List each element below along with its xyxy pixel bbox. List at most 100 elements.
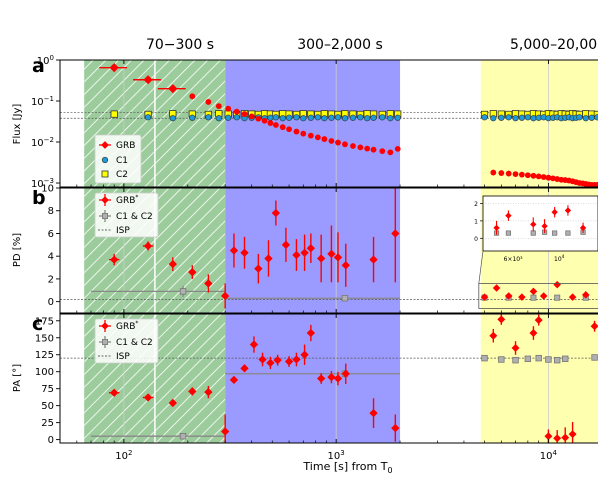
- band-yellow: [480, 60, 598, 443]
- grb-point: [529, 287, 538, 296]
- comp-point: [554, 294, 561, 301]
- c1-point: [505, 114, 512, 121]
- grb-point: [505, 170, 512, 177]
- grb-point: [333, 253, 343, 262]
- grb-point: [379, 148, 386, 155]
- panel-frame-a: [59, 59, 598, 188]
- grb-point: [335, 139, 341, 146]
- grb-point: [561, 433, 570, 442]
- grb-point: [221, 291, 230, 301]
- grb-point: [321, 136, 328, 142]
- grb-point: [512, 171, 519, 178]
- c1-point: [144, 114, 152, 121]
- grb-point: [391, 229, 400, 238]
- grb-point: [350, 143, 356, 149]
- inset-grb-point: [541, 222, 548, 230]
- ylabel-b: PD [%]: [12, 233, 23, 267]
- grb-point: [300, 130, 307, 137]
- c1-point: [588, 114, 595, 121]
- column-header-3: 5,000–20,00: [510, 37, 597, 53]
- c1-point: [334, 114, 342, 121]
- inset-x-tick-label: 104: [554, 254, 565, 263]
- inset-comp-point: [565, 230, 571, 236]
- c1-point: [300, 115, 307, 122]
- grb-point: [540, 174, 547, 180]
- inset-comp-point: [552, 230, 558, 236]
- grb-point: [535, 173, 542, 180]
- grb-point: [189, 93, 196, 100]
- inset-y-tick-label: 2: [474, 201, 478, 208]
- y-tick-label: 75: [41, 384, 54, 395]
- grb-point: [387, 149, 394, 156]
- grb-point: [364, 145, 371, 152]
- c1-point: [215, 115, 222, 122]
- c1-point: [279, 115, 286, 122]
- grb-point: [327, 372, 336, 382]
- comp-point: [498, 356, 505, 363]
- inset-frame: [482, 195, 598, 252]
- legend-label: GRB: [116, 141, 135, 151]
- panel-c-data: [91, 314, 598, 443]
- c1-point: [189, 114, 196, 121]
- legend-grb-marker: [101, 322, 109, 330]
- grb-point: [241, 111, 248, 117]
- panel-letter-c: c: [32, 313, 43, 335]
- grb-point: [341, 369, 350, 378]
- grb-point: [568, 293, 577, 301]
- inset-grb-point: [579, 224, 587, 232]
- c1-point: [233, 114, 240, 121]
- grb-point: [529, 329, 538, 337]
- grb-point: [204, 387, 213, 397]
- legend-comp-marker: [102, 338, 109, 345]
- c1-point: [328, 114, 335, 121]
- c1-point: [370, 114, 377, 121]
- grb-point: [293, 128, 300, 135]
- c1-point: [394, 114, 401, 121]
- c1-point: [225, 114, 232, 121]
- grb-point: [518, 171, 525, 178]
- grb-point: [205, 99, 212, 105]
- grb-point: [229, 246, 239, 255]
- inset-grb-point: [505, 212, 512, 219]
- grb-point: [369, 408, 378, 418]
- inset-grb-point: [551, 209, 558, 216]
- c1-point: [379, 114, 386, 121]
- legend-c2-marker: [101, 170, 109, 178]
- legend-b: [94, 192, 159, 238]
- grb-point: [342, 141, 348, 148]
- grb-point: [300, 350, 309, 359]
- c1-point: [498, 114, 505, 121]
- y-tick-label: 10−1: [31, 95, 54, 108]
- y-tick-label: 10−2: [31, 136, 54, 149]
- c2-point: [110, 110, 118, 118]
- grb-point: [272, 122, 279, 128]
- c1-point: [321, 115, 328, 122]
- comp-point: [530, 294, 537, 301]
- grb-point: [215, 103, 222, 110]
- grb-point: [249, 340, 259, 349]
- grb-point: [233, 108, 240, 115]
- grb-point: [284, 357, 294, 366]
- grb-point: [307, 132, 314, 139]
- panel-letter-b: b: [32, 187, 46, 209]
- c1-point: [307, 114, 314, 121]
- grb-point: [143, 241, 153, 251]
- c1-point: [357, 114, 364, 121]
- legend-label: ISP: [116, 352, 130, 362]
- grb-point: [317, 374, 326, 383]
- grb-point: [511, 343, 520, 352]
- y-tick-label: 125: [35, 350, 54, 361]
- inset-grb-point: [564, 207, 572, 214]
- grb-point: [300, 248, 309, 257]
- grb-point: [279, 124, 286, 131]
- legend-grb-marker: [101, 196, 109, 204]
- c1-point: [387, 115, 394, 122]
- grb-point: [110, 255, 119, 264]
- column-header-2: 300–2,000 s: [297, 37, 383, 53]
- grb-point: [327, 249, 336, 259]
- inset-connector: [478, 250, 484, 284]
- y-tick-label: 50: [41, 401, 54, 412]
- legend-c: [94, 318, 159, 364]
- c1-point: [490, 115, 497, 122]
- inset-grb-point: [493, 224, 500, 232]
